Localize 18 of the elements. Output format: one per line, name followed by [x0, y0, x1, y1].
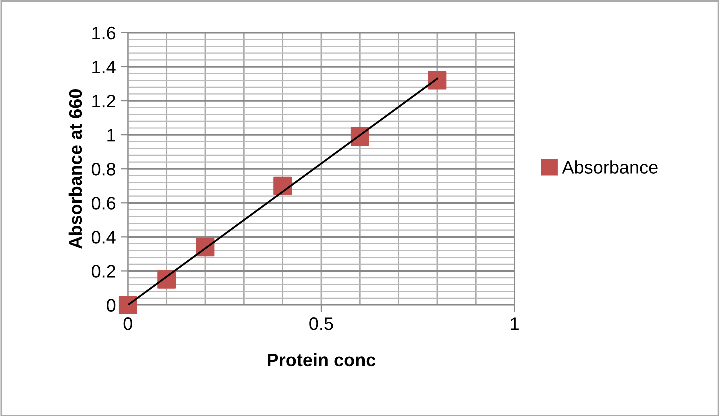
x-tick-label: 0 [124, 318, 132, 330]
x-axis-title: Protein conc [268, 353, 376, 367]
legend-label: Absorbance [562, 160, 658, 174]
y-tick-label: 0.6 [92, 197, 116, 210]
y-tick-label: 0.4 [92, 231, 116, 244]
point [118, 296, 138, 314]
y-tick-label: 0 [107, 299, 116, 312]
y-tick-label: 0.8 [92, 163, 116, 176]
y-tick-label: 0.2 [92, 265, 116, 278]
y-axis-title: Absorbance at 660 [68, 90, 82, 249]
x-tick-label: 0.5 [310, 318, 334, 330]
x-tick-label: 1 [511, 318, 519, 330]
y-tick-label: 1.4 [92, 61, 116, 74]
y-tick-label: 1 [108, 129, 116, 142]
y-tick-label: 1.2 [92, 94, 116, 108]
y-tick-label: 1.6 [92, 26, 116, 40]
point [428, 71, 447, 90]
point [274, 176, 292, 196]
